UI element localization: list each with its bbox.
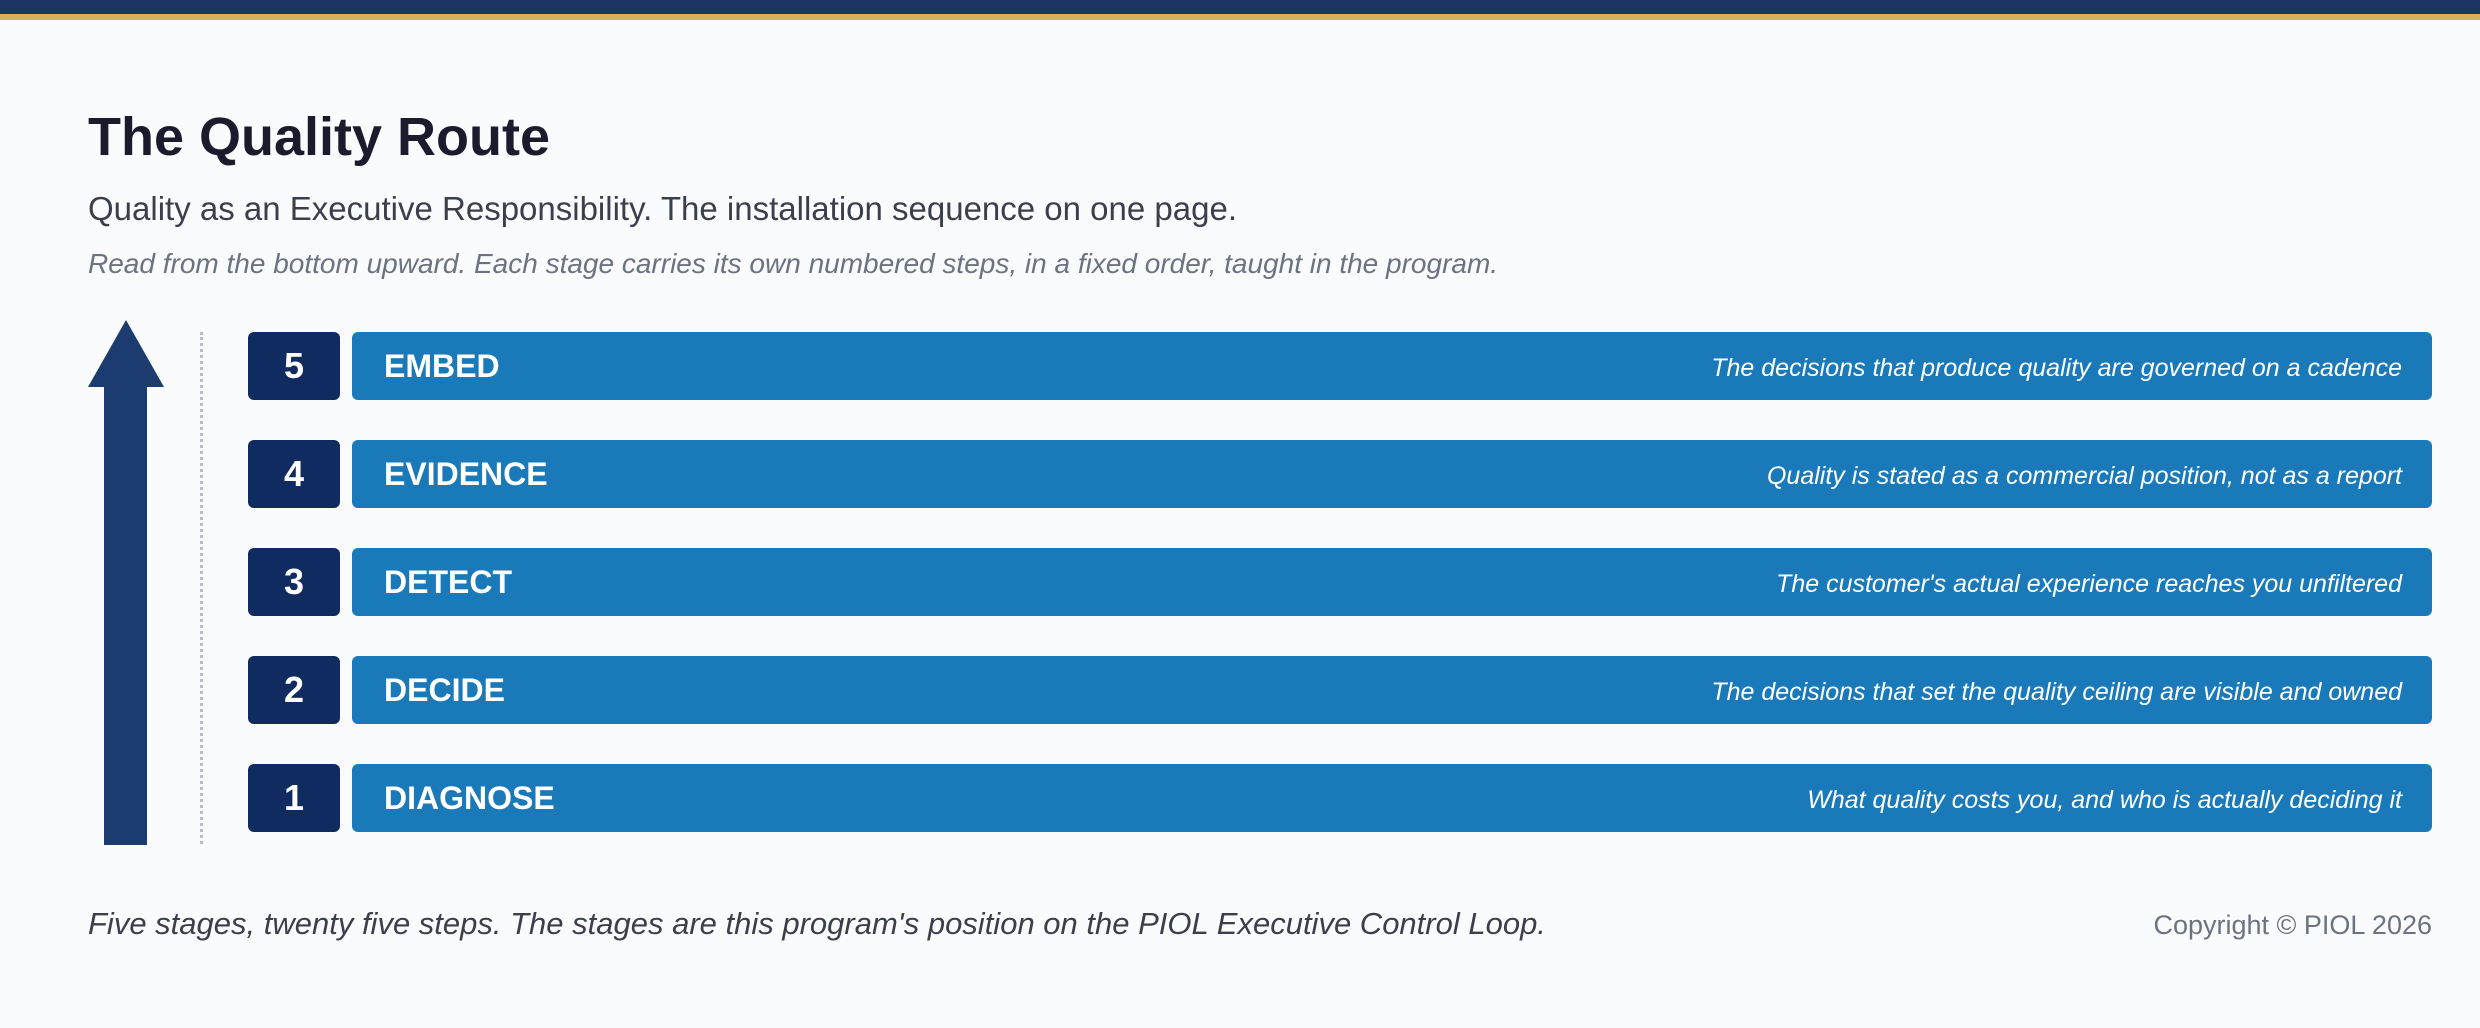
dotted-divider [200,332,203,844]
stage-number: 3 [248,548,340,616]
stage-number: 1 [248,764,340,832]
stage-name: DECIDE [384,671,505,708]
top-accent-bar [0,14,2480,20]
stage-name: DIAGNOSE [384,779,555,816]
top-bar [0,0,2480,14]
copyright-text: Copyright © PIOL 2026 [2153,910,2432,940]
stage-number: 5 [248,332,340,400]
stage-bar: DECIDE The decisions that set the qualit… [352,656,2432,724]
stage-row: 1 DIAGNOSE What quality costs you, and w… [248,764,2432,832]
stage-description: Quality is stated as a commercial positi… [1766,461,2402,490]
stage-bar: EMBED The decisions that produce quality… [352,332,2432,400]
stage-number: 4 [248,440,340,508]
stage-description: What quality costs you, and who is actua… [1807,785,2402,814]
stage-name: EMBED [384,347,500,384]
reading-instruction: Read from the bottom upward. Each stage … [88,248,1499,279]
stage-description: The decisions that set the quality ceili… [1711,677,2402,706]
page-title: The Quality Route [88,107,551,167]
stage-bar: DETECT The customer's actual experience … [352,548,2432,616]
stage-bar: DIAGNOSE What quality costs you, and who… [352,764,2432,832]
stage-row: 5 EMBED The decisions that produce quali… [248,332,2432,400]
stage-row: 2 DECIDE The decisions that set the qual… [248,656,2432,724]
stage-number: 2 [248,656,340,724]
stage-row: 4 EVIDENCE Quality is stated as a commer… [248,440,2432,508]
upward-arrow-icon [88,320,164,845]
stage-row: 3 DETECT The customer's actual experienc… [248,548,2432,616]
page-subtitle: Quality as an Executive Responsibility. … [88,190,1237,227]
stage-bar: EVIDENCE Quality is stated as a commerci… [352,440,2432,508]
stage-name: EVIDENCE [384,455,548,492]
stage-description: The customer's actual experience reaches… [1776,569,2402,598]
footer-note: Five stages, twenty five steps. The stag… [88,906,1546,941]
stage-description: The decisions that produce quality are g… [1711,353,2402,382]
stage-name: DETECT [384,563,512,600]
